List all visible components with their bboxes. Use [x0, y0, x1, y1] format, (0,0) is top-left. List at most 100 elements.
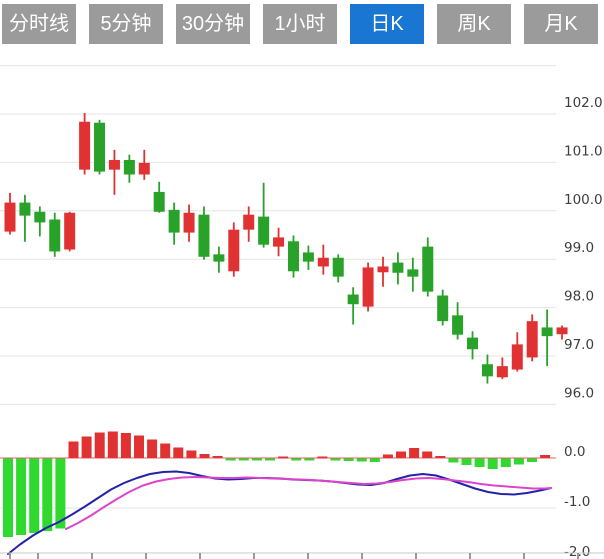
candle-body [168, 209, 180, 233]
candle [407, 257, 419, 292]
macd-histogram-bar [304, 458, 315, 461]
candle-body [526, 321, 538, 358]
macd-axis-label: -1.0 [564, 494, 590, 510]
macd-histogram-bar [94, 432, 105, 458]
macd-histogram-bar [422, 451, 433, 458]
macd-histogram-bar [147, 439, 158, 458]
tab-minute-line[interactable]: 分时线 [2, 4, 76, 44]
candle [153, 181, 165, 213]
tab-weekly-k[interactable]: 周K [437, 4, 511, 44]
candle [317, 244, 329, 275]
candle-body [198, 214, 210, 257]
candle [392, 252, 404, 285]
macd-histogram-bar [435, 456, 446, 458]
macd-histogram-bar [448, 458, 459, 463]
candle [377, 256, 389, 287]
macd-histogram-bar [173, 447, 184, 458]
price-axis-label: 96.0 [564, 385, 594, 401]
candle [228, 222, 240, 277]
candle-body [556, 327, 568, 335]
macd-panel: 0.0 -1.0 -2.0 [0, 431, 590, 559]
macd-histogram-bar [120, 433, 131, 458]
candle-body [228, 229, 240, 272]
candle-body [64, 212, 76, 250]
macd-histogram-bar [527, 458, 537, 462]
macd-histogram-bar [265, 458, 275, 461]
candle [273, 227, 285, 257]
candle [467, 331, 479, 360]
tab-daily-k[interactable]: 日K [350, 4, 424, 44]
candle [287, 235, 299, 278]
macd-histogram-bar [369, 458, 380, 462]
candle [198, 206, 210, 260]
tab-bar: 分时线 5分钟 30分钟 1小时 日K 周K 月K [2, 4, 598, 44]
dif-line [7, 470, 552, 555]
candle [4, 192, 16, 235]
candle [49, 212, 61, 257]
tab-1hour[interactable]: 1小时 [263, 4, 337, 44]
candle [183, 204, 195, 242]
candle [511, 332, 523, 372]
candle-body [467, 337, 479, 350]
macd-histogram-bar [55, 458, 66, 529]
dea-line [65, 476, 552, 530]
candle [258, 182, 270, 248]
candle [213, 246, 225, 273]
macd-histogram-bar [540, 455, 551, 458]
macd-histogram-bar [186, 450, 197, 458]
candle-body [377, 266, 389, 273]
candle-body [422, 246, 434, 292]
candle [123, 154, 135, 183]
tab-monthly-k[interactable]: 月K [524, 4, 598, 44]
candle-body [243, 214, 255, 230]
macd-histogram-bar [409, 448, 420, 458]
candle [138, 149, 150, 180]
candle [556, 325, 568, 340]
macd-histogram-bar [500, 458, 511, 467]
candle-body [34, 211, 46, 223]
candle [541, 309, 553, 367]
macd-histogram-bar [81, 436, 92, 458]
candle [481, 354, 493, 384]
macd-histogram-bar [16, 458, 27, 535]
candle-body [19, 202, 31, 216]
macd-histogram-bar [291, 458, 302, 461]
candle [526, 314, 538, 362]
candle-body [123, 159, 135, 175]
macd-histogram-bar [225, 458, 236, 461]
macd-histogram-bar [134, 435, 144, 458]
price-axis-label: 102.0 [564, 95, 603, 111]
candle [437, 289, 449, 326]
candle [168, 202, 180, 245]
candle-body [49, 219, 61, 252]
candle-body [392, 262, 404, 273]
macd-histogram-bar [68, 441, 79, 458]
candle [347, 287, 359, 325]
macd-histogram-bar [107, 431, 118, 458]
macd-histogram-bar [356, 458, 367, 462]
candle [108, 149, 120, 195]
candle [452, 302, 464, 340]
macd-histogram-bar [474, 458, 485, 467]
macd-histogram-bar [396, 451, 406, 458]
candle [332, 254, 344, 283]
macd-histogram-bar [317, 456, 328, 459]
macd-histogram-bar [382, 454, 393, 458]
candle-body [108, 159, 120, 170]
candle [422, 237, 434, 297]
candle-body [407, 269, 419, 277]
candle-body [452, 315, 464, 335]
tab-5min[interactable]: 5分钟 [89, 4, 163, 44]
macd-axis-label: -2.0 [564, 544, 590, 559]
macd-histogram-bar [29, 458, 40, 533]
candle-body [332, 257, 344, 277]
macd-histogram-bar [513, 458, 524, 465]
candle [79, 113, 91, 175]
candle-body [511, 344, 523, 370]
candle [496, 357, 508, 380]
candle-body [94, 122, 106, 172]
macd-histogram-bar [487, 458, 498, 469]
tab-30min[interactable]: 30分钟 [176, 4, 250, 44]
candle-body [153, 191, 165, 212]
